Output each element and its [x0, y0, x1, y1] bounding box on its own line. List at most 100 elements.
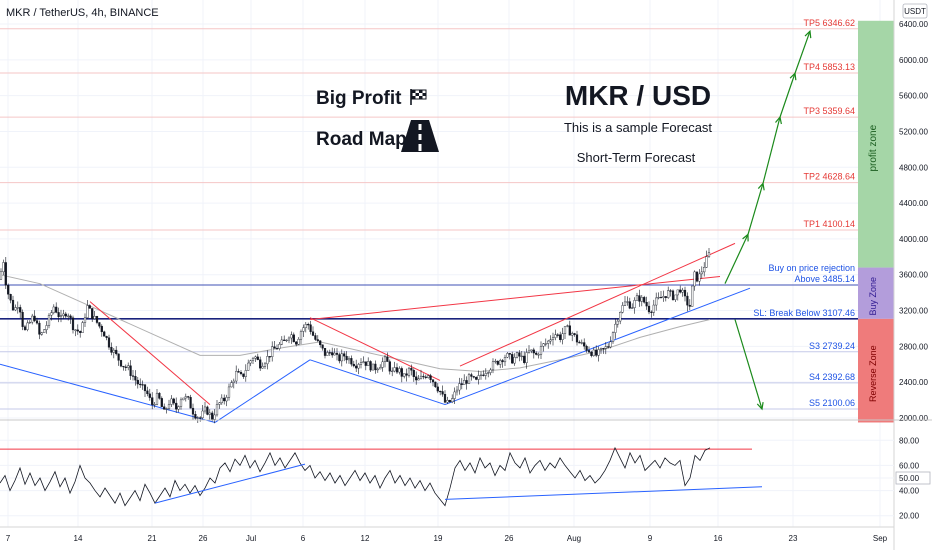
candle-body — [652, 304, 655, 313]
candle-body — [38, 322, 41, 335]
candle-body — [146, 390, 149, 395]
candle-body — [355, 365, 358, 369]
grid — [0, 0, 894, 527]
candle-body — [367, 361, 370, 366]
candle-body — [21, 311, 24, 327]
candle-body — [26, 322, 29, 330]
candle-body — [640, 297, 643, 302]
candle-body — [134, 376, 137, 381]
time-axis[interactable]: 7 14 21 26 Jul 6 12 19 26 Aug 9 16 23 Sep — [6, 534, 888, 543]
candle-body — [655, 297, 658, 306]
symbol-title: MKR / TetherUS, 4h, BINANCE — [6, 7, 159, 19]
candle-body — [398, 368, 401, 373]
candle-body — [247, 362, 250, 371]
candle-body — [335, 352, 339, 355]
candle-body — [359, 362, 363, 365]
candle-body — [412, 370, 415, 377]
candle-body — [431, 379, 435, 383]
rsi-trend-line — [444, 486, 763, 500]
candle-body — [19, 307, 22, 313]
time-tick-label: 16 — [714, 534, 723, 543]
candle-body — [254, 356, 257, 359]
candle-body — [597, 349, 600, 356]
price-tick-label: 4400.00 — [899, 199, 928, 208]
forecast-arrow-line — [779, 73, 796, 118]
candle-body — [688, 304, 691, 307]
candle-body — [151, 397, 154, 405]
candle-body — [374, 363, 377, 371]
candle-body — [487, 372, 490, 374]
candle-body — [679, 289, 682, 293]
rsi-trend-line — [154, 463, 306, 504]
candle-body — [628, 301, 631, 309]
forecast-arrow-line — [747, 183, 764, 235]
resistance-line — [309, 317, 441, 381]
profit-zone-label: profit zone — [868, 124, 879, 171]
forecast-arrow-head — [756, 402, 764, 411]
candle-body — [206, 406, 209, 415]
level-label-tp3: TP3 5359.64 — [803, 106, 855, 116]
candle-body — [417, 378, 420, 381]
candle-body — [95, 316, 99, 323]
time-tick-label: 12 — [361, 534, 370, 543]
candle-body — [475, 376, 478, 380]
candle-body — [285, 339, 288, 342]
candle-body — [566, 325, 569, 327]
candle-body — [602, 348, 605, 350]
candle-body — [499, 360, 502, 365]
time-tick-label: 14 — [74, 534, 83, 543]
candle-body — [671, 290, 675, 301]
candle-body — [465, 380, 468, 384]
candle-body — [105, 336, 108, 338]
support-line — [214, 359, 311, 423]
candle-body — [518, 352, 521, 357]
candle-body — [64, 313, 67, 317]
candle-body — [259, 359, 262, 369]
candle-body — [477, 375, 480, 380]
candle-body — [511, 354, 514, 364]
time-tick-label: 6 — [301, 534, 306, 543]
candle-body — [129, 365, 132, 376]
rsi-axis-ticks: 20.00 40.00 50.00 60.00 80.00 — [895, 436, 931, 521]
candle-body — [184, 396, 187, 399]
candle-body — [623, 301, 627, 306]
candle-body — [592, 349, 595, 356]
candle-body — [131, 375, 135, 377]
candle-body — [607, 346, 610, 348]
candle-body — [580, 342, 583, 344]
candle-body — [62, 313, 65, 316]
candle-body — [278, 344, 281, 349]
time-tick-label: Jul — [246, 534, 256, 543]
price-tick-label: 4000.00 — [899, 235, 928, 244]
candle-body — [86, 305, 89, 319]
reverse-zone-label: Reverse Zone — [868, 345, 878, 402]
candle-body — [484, 373, 487, 376]
candle-body — [242, 373, 245, 377]
price-axis[interactable]: USDT 2000.00 2400.00 2800.00 3200.00 3600.00… — [893, 0, 928, 550]
candle-body — [160, 398, 163, 407]
candle-body — [295, 341, 298, 345]
candle-body — [343, 353, 346, 357]
candle-body — [340, 353, 343, 362]
candle-body — [676, 289, 679, 296]
candle-body — [489, 369, 492, 373]
candle-body — [379, 367, 382, 370]
candle-body — [427, 375, 430, 378]
candle-body — [249, 360, 252, 364]
candle-body — [83, 317, 87, 323]
candle-body — [280, 339, 283, 345]
candle-body — [525, 352, 528, 363]
buy-zone-box — [858, 267, 894, 319]
candle-body — [362, 361, 365, 363]
candle-body — [410, 367, 413, 371]
candle-body — [707, 252, 711, 257]
candle-body — [225, 397, 228, 402]
candle-body — [614, 323, 617, 333]
candle-body — [213, 414, 216, 420]
candle-body — [371, 363, 375, 371]
candle-body — [595, 349, 598, 356]
candle-body — [544, 343, 547, 345]
resistance-line — [459, 242, 736, 367]
candle-body — [647, 305, 651, 313]
